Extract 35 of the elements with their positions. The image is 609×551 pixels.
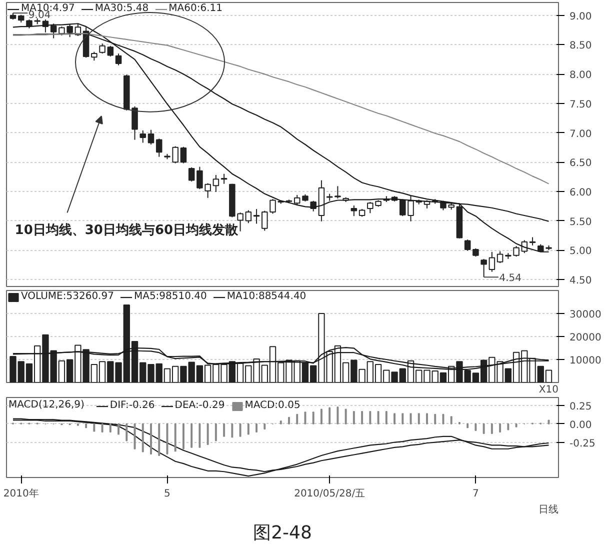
y-tick-label: 10000 (570, 356, 602, 366)
legend-label: MA30:5.48 (94, 3, 149, 14)
annotation: 4.54 (499, 273, 522, 284)
annotation: 10日均线、30日均线与60日均线发散 (14, 223, 240, 238)
y-tick-label: 30000 (570, 310, 602, 320)
y-tick-label: 8.50 (570, 40, 592, 52)
legend-label: MA10:88544.40 (226, 291, 306, 302)
y-tick-label: 7.00 (570, 128, 592, 140)
legend-label: VOLUME:53260.97 (21, 291, 114, 302)
y-tick-label: 4.50 (570, 275, 592, 286)
x-tick-label: 2010年 (3, 488, 39, 500)
text: 日线 (538, 504, 558, 516)
legend-label: DEA:-0.29 (174, 400, 225, 411)
legend-label: MACD:0.05 (244, 400, 300, 411)
x-tick-label: 2010/05/28/五 (294, 488, 366, 500)
legend-label: DIF:-0.26 (110, 400, 155, 411)
legend-label: MA5:98510.40 (134, 291, 207, 302)
text: X10 (538, 384, 559, 396)
y-tick-label: 5.50 (570, 216, 592, 228)
chart-title: MACD(12,26,9) (8, 400, 85, 410)
y-tick-label: 20000 (570, 332, 602, 344)
y-tick-label: 5.00 (570, 246, 592, 258)
caption: 图2-48 (253, 522, 312, 544)
legend-label: MA60:6.11 (168, 3, 222, 14)
y-tick-label: -0.25 (570, 438, 596, 450)
y-tick-label: 0.25 (570, 402, 592, 413)
y-tick-label: 8.00 (570, 70, 592, 82)
y-tick-label: 6.50 (570, 158, 592, 170)
y-tick-label: 0.00 (570, 420, 592, 431)
x-tick-label: 7 (472, 488, 479, 500)
x-tick-label: 5 (164, 488, 170, 500)
y-tick-label: 6.00 (570, 187, 592, 198)
annotation: 9.04 (28, 10, 51, 22)
y-tick-label: 9.00 (570, 11, 592, 22)
y-tick-label: 7.50 (570, 99, 592, 110)
